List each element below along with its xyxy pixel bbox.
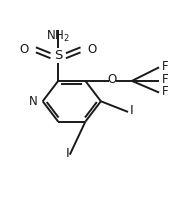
Text: O: O — [20, 43, 29, 56]
Text: S: S — [54, 49, 62, 62]
Text: I: I — [66, 147, 70, 160]
Text: N: N — [29, 95, 38, 108]
Text: O: O — [87, 43, 97, 56]
Text: F: F — [162, 73, 169, 86]
Text: F: F — [162, 60, 169, 73]
Text: O: O — [108, 73, 117, 86]
Text: I: I — [130, 103, 134, 117]
Text: F: F — [162, 85, 169, 98]
Text: NH$_2$: NH$_2$ — [46, 29, 70, 44]
